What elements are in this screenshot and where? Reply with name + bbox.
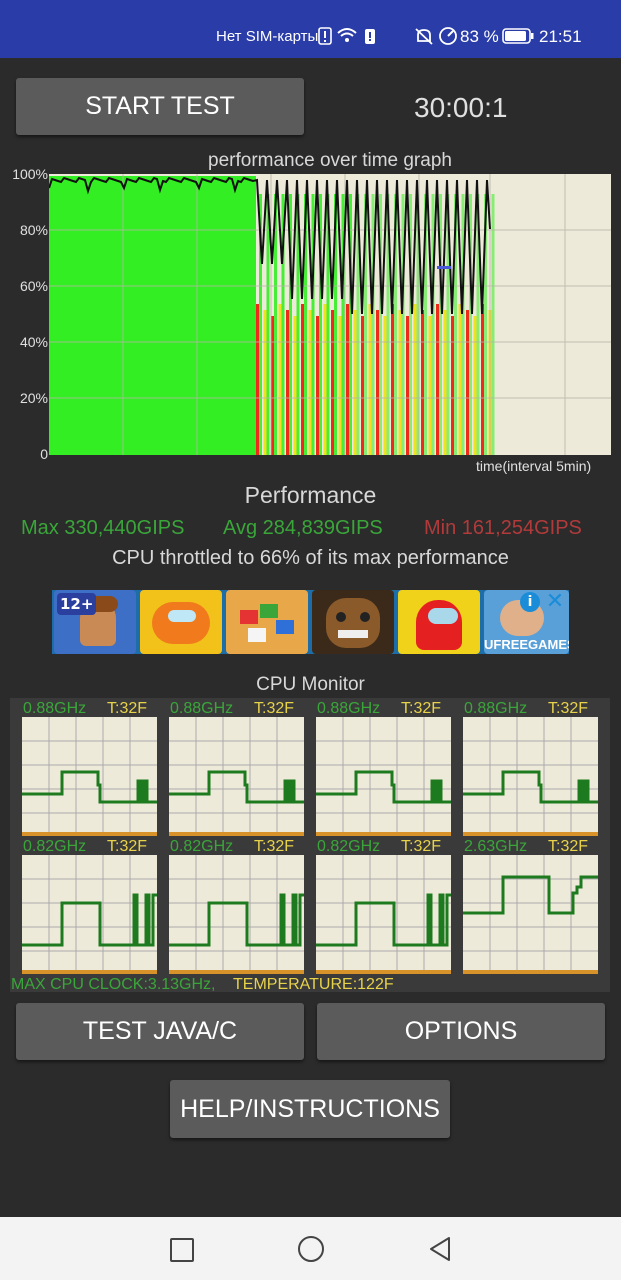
core-frequency: 0.88GHz (23, 700, 87, 717)
core-graph (169, 717, 304, 836)
recents-icon[interactable] (170, 1238, 194, 1262)
graph-stable-area (49, 176, 256, 455)
core-frequency: 0.88GHz (464, 700, 528, 717)
core-frequency: 0.82GHz (170, 838, 234, 855)
sim-alert-icon (318, 27, 332, 49)
wifi-icon (336, 26, 358, 48)
ad-info-icon[interactable]: i (520, 592, 540, 612)
clock: 21:51 (539, 27, 582, 46)
cpu-monitor-title: CPU Monitor (256, 674, 365, 695)
home-icon[interactable] (298, 1236, 324, 1262)
x-axis-label: time(interval 5min) (476, 458, 592, 474)
core-temperature: T:32F (401, 700, 442, 717)
core-frequency: 0.82GHz (23, 838, 87, 855)
core-temperature: T:32F (548, 838, 589, 855)
graph-performance-line (49, 176, 491, 315)
mute-bell-icon (414, 27, 434, 49)
ad-game-tile[interactable] (312, 590, 394, 654)
core-temperature: T:32F (254, 700, 295, 717)
y-tick-60: 60% (19, 278, 48, 294)
ad-game-tile[interactable] (398, 590, 480, 654)
core-frequency: 0.88GHz (170, 700, 234, 717)
age-badge: 12+ (57, 593, 97, 615)
throttle-text: CPU throttled to 66% of its max performa… (112, 547, 509, 569)
core-graph (22, 855, 157, 974)
start-test-button[interactable]: START TEST (16, 78, 304, 135)
max-cpu-clock: MAX CPU CLOCK:3.13GHz, (11, 976, 216, 993)
avg-performance: Avg 284,839GIPS (223, 517, 383, 539)
back-icon[interactable] (427, 1235, 453, 1263)
core-graph (463, 855, 598, 974)
ad-game-tile[interactable] (226, 590, 308, 654)
test-java-button[interactable]: TEST JAVA/C (16, 1003, 304, 1060)
graph-marker (437, 266, 451, 269)
status-bar: Нет SIM-карты 83 % 21:51 (0, 0, 621, 58)
core-graph (463, 717, 598, 836)
core-frequency: 2.63GHz (464, 838, 528, 855)
core-temperature: T:32F (107, 838, 148, 855)
timer: 30:00:1 (414, 92, 508, 123)
navigation-bar (0, 1217, 621, 1280)
core-graph (316, 717, 451, 836)
core-graph (169, 855, 304, 974)
y-tick-20: 20% (19, 390, 48, 406)
battery-icon (502, 28, 534, 48)
help-button[interactable]: HELP/INSTRUCTIONS (170, 1080, 450, 1138)
max-performance: Max 330,440GIPS (21, 517, 185, 539)
graph-title: performance over time graph (208, 150, 452, 171)
options-button[interactable]: OPTIONS (317, 1003, 605, 1060)
core-temperature: T:32F (401, 838, 442, 855)
min-performance: Min 161,254GIPS (424, 517, 582, 539)
core-graph (22, 717, 157, 836)
speedometer-icon (438, 26, 458, 50)
ad-close-icon[interactable]: ✕ (545, 590, 565, 614)
core-temperature: T:32F (107, 700, 148, 717)
y-tick-0: 0 (40, 446, 48, 462)
ad-brand: UFREEGAMES (484, 637, 569, 652)
graph-throttle-bars (256, 194, 495, 455)
core-temperature: T:32F (548, 700, 589, 717)
ad-game-tile[interactable]: UFREEGAMES (484, 590, 569, 654)
core-frequency: 0.82GHz (317, 838, 381, 855)
ad-game-tile[interactable]: 12+ (54, 590, 136, 654)
core-temperature: T:32F (254, 838, 295, 855)
core-frequency: 0.88GHz (317, 700, 381, 717)
cpu-temperature: TEMPERATURE:122F (233, 976, 394, 993)
carrier-text: Нет SIM-карты (216, 28, 319, 45)
performance-graph (49, 174, 611, 455)
y-tick-100: 100% (12, 166, 48, 182)
performance-title: Performance (244, 482, 377, 508)
battery-percent: 83 % (460, 27, 499, 46)
ad-banner[interactable]: 12+ UFREEGAMES i ✕ (52, 590, 569, 654)
battery-saver-icon (364, 27, 376, 49)
core-graph (316, 855, 451, 974)
y-tick-40: 40% (19, 334, 48, 350)
ad-game-tile[interactable] (140, 590, 222, 654)
y-tick-80: 80% (19, 222, 48, 238)
